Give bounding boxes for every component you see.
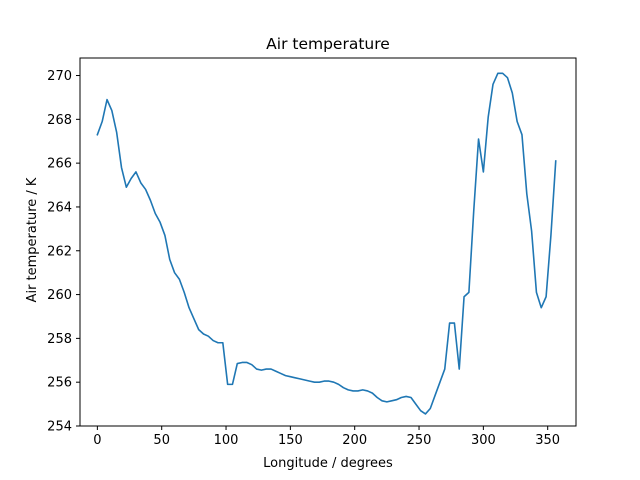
x-tick-label: 0 <box>93 433 101 448</box>
x-axis: 0 50 100 150 200 250 300 350 <box>93 426 560 448</box>
x-tick-label: 200 <box>342 433 367 448</box>
y-tick-label: 270 <box>47 69 72 84</box>
y-tick-label: 264 <box>47 200 72 215</box>
y-tick-label: 260 <box>47 288 72 303</box>
x-tick-label: 50 <box>153 433 170 448</box>
y-tick-label: 256 <box>47 376 72 391</box>
x-tick-label: 350 <box>535 433 560 448</box>
y-tick-label: 266 <box>47 157 72 172</box>
x-tick-label: 300 <box>471 433 496 448</box>
y-tick-label: 254 <box>47 420 72 435</box>
x-tick-label: 150 <box>278 433 303 448</box>
y-tick-label: 258 <box>47 332 72 347</box>
y-axis-label: Air temperature / K <box>25 177 40 302</box>
x-axis-label: Longitude / degrees <box>263 456 393 471</box>
x-tick-label: 100 <box>214 433 239 448</box>
x-tick-label: 250 <box>407 433 432 448</box>
series-line <box>96 72 557 415</box>
plot-frame <box>79 57 577 427</box>
y-axis: 254 256 258 260 262 264 266 268 270 <box>47 69 80 435</box>
y-tick-label: 268 <box>47 113 72 128</box>
chart-title: Air temperature <box>266 35 390 53</box>
plot-area <box>96 72 557 415</box>
y-tick-label: 262 <box>47 244 72 259</box>
